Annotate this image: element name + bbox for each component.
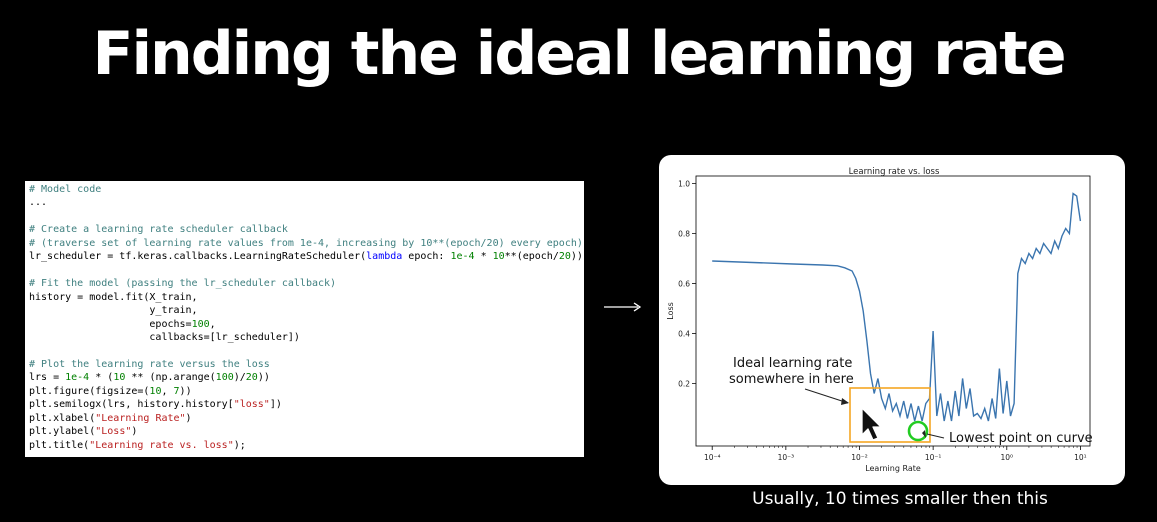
slide-caption: Usually, 10 times smaller then this [752,489,1048,509]
x-tick-label: 10⁻³ [778,453,795,462]
y-tick-label: 0.6 [678,280,690,289]
lowest-label: Lowest point on curve [949,431,1093,446]
x-tick-label: 10⁻² [851,453,868,462]
chart-title: Learning rate vs. loss [849,167,940,177]
code-line: callbacks=[lr_scheduler]) [29,331,300,343]
y-tick-label: 0.4 [678,330,690,339]
code-line [29,210,584,223]
code-line: epochs=100, [29,318,216,330]
code-line [29,264,584,277]
y-tick-label: 0.8 [678,230,690,239]
code-line: plt.xlabel("Learning Rate") [29,412,192,424]
y-axis-label: Loss [666,302,675,320]
loss-series-line [712,192,1082,422]
x-tick-label: 10⁰ [1001,453,1014,462]
code-line: # (traverse set of learning rate values … [29,237,583,249]
ideal-label-line2: somewhere in here [729,372,854,387]
code-line: # Model code [29,184,102,195]
lowest-point-circle [907,420,929,442]
plot-area [695,175,1091,447]
code-line: # Plot the learning rate versus the loss [29,358,270,370]
code-line: # Fit the model (passing the lr_schedule… [29,278,337,290]
y-tick-label: 0.2 [678,380,690,389]
plot-card: Learning rate vs. loss 0.2 0.4 0.6 0.8 1.0 1… [659,155,1125,485]
code-line [29,344,584,357]
y-tick-label: 1.0 [678,180,690,189]
code-block: # Model code... # Create a learning rate … [29,183,584,452]
mouse-pointer-icon [861,407,882,441]
ideal-label-line1: Ideal learning rate [733,356,852,371]
lowest-label-pointer [926,433,945,439]
slide-title: Finding the ideal learning rate [92,19,1066,89]
code-line: lr_scheduler = tf.keras.callbacks.Learni… [29,251,583,263]
code-line: plt.figure(figsize=(10, 7)) [29,385,192,397]
code-panel: # Model code... # Create a learning rate … [25,181,584,457]
x-axis-label: Learning Rate [865,464,921,473]
code-line: lrs = 1e-4 * (10 ** (np.arange(100)/20)) [29,372,270,384]
code-line: plt.semilogx(lrs, history.history["loss"… [29,399,282,411]
code-line: plt.ylabel("Loss") [29,426,138,438]
code-line: history = model.fit(X_train, [29,291,198,303]
code-line: ... [29,197,48,209]
loss-chart: Learning rate vs. loss 0.2 0.4 0.6 0.8 1.0 1… [666,167,1093,473]
x-tick-label: 10⁻¹ [925,453,942,462]
ideal-range-box [849,387,931,443]
ideal-label-pointer-head [841,398,849,405]
lowest-label-pointer-head [922,430,926,438]
code-line: plt.title("Learning rate vs. loss"); [29,439,246,451]
code-line: y_train, [29,305,198,317]
code-line: # Create a learning rate scheduler callb… [29,224,288,236]
ideal-label-pointer [804,388,849,404]
x-tick-label: 10⁻⁴ [704,453,721,462]
x-tick-label: 10¹ [1074,453,1087,462]
right-arrow-icon [604,302,642,312]
